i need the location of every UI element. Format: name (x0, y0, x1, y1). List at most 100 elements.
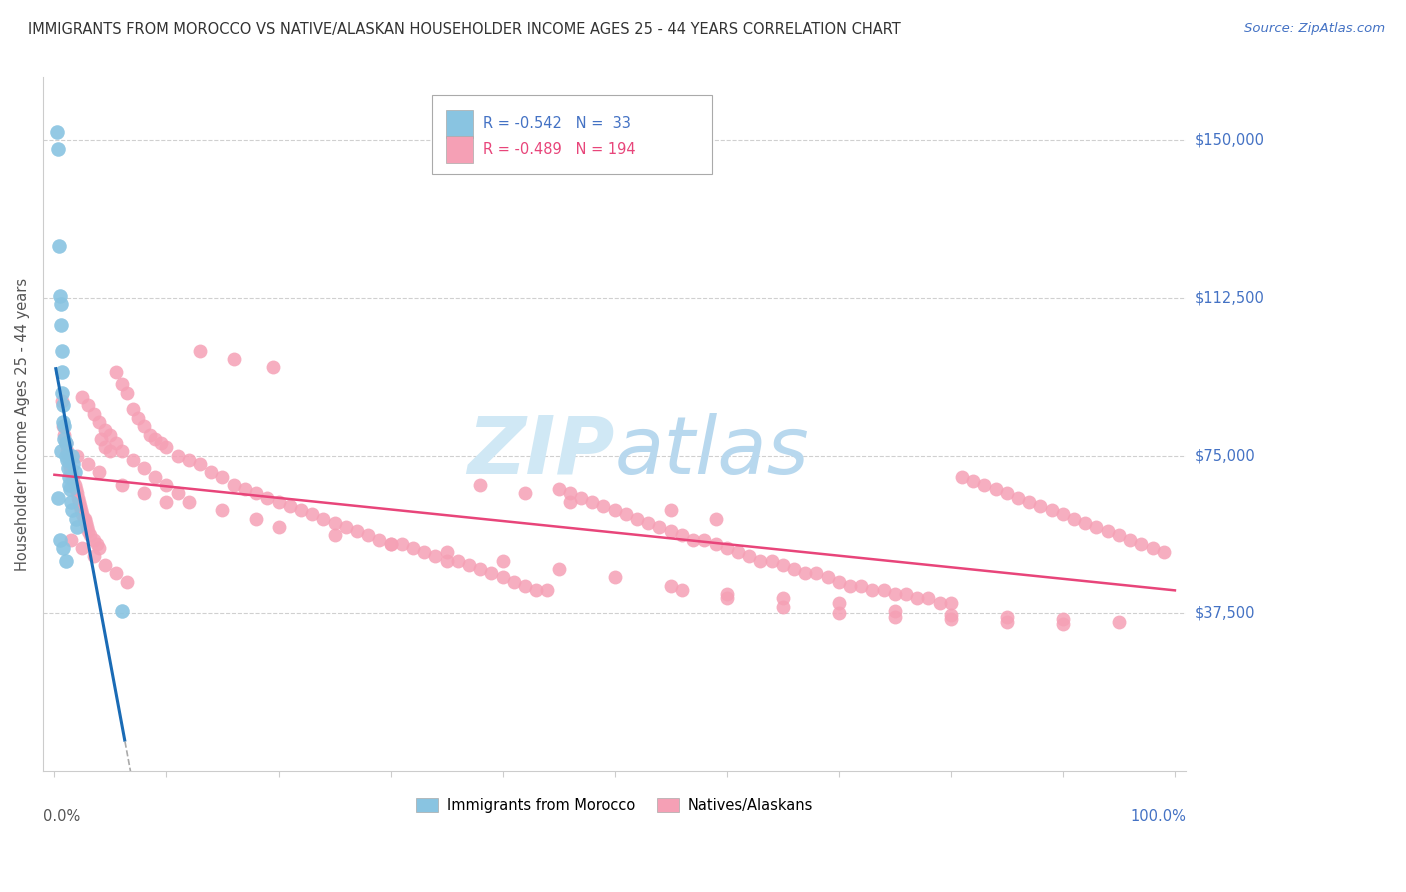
Point (115, 385, 138, 400)
Point (94, 440, 117, 454)
Point (222, 478, 245, 492)
Point (49, 297, 72, 311)
Point (132, 419, 155, 434)
Point (513, 486, 536, 500)
Point (1018, 495, 1040, 509)
Point (380, 537, 402, 551)
Point (143, 432, 166, 446)
Point (738, 549, 761, 564)
Point (55, 449, 77, 463)
Point (659, 503, 682, 517)
Point (89, 415, 111, 429)
Point (211, 503, 233, 517)
Point (1052, 508, 1074, 522)
Point (155, 478, 177, 492)
Point (391, 537, 413, 551)
Point (86, 537, 108, 551)
Point (761, 554, 783, 568)
Point (267, 520, 290, 534)
Point (1007, 491, 1029, 505)
Point (51, 343, 73, 358)
Point (323, 528, 346, 542)
Point (177, 452, 200, 467)
Point (481, 566, 503, 581)
Text: $75,000: $75,000 (1195, 448, 1256, 463)
Point (626, 511, 648, 525)
Point (1142, 541, 1164, 555)
Point (447, 554, 470, 568)
Point (46, 142, 69, 156)
Point (569, 491, 592, 505)
Point (1040, 503, 1063, 517)
Text: IMMIGRANTS FROM MOROCCO VS NATIVE/ALASKAN HOUSEHOLDER INCOME AGES 25 - 44 YEARS : IMMIGRANTS FROM MOROCCO VS NATIVE/ALASKA… (28, 22, 901, 37)
Point (70, 503, 93, 517)
Point (59, 482, 82, 496)
Point (917, 591, 939, 606)
Point (659, 524, 682, 539)
Point (772, 558, 794, 572)
Point (132, 461, 155, 475)
Point (413, 545, 436, 559)
Point (121, 402, 143, 417)
Point (603, 503, 626, 517)
Point (49, 318, 72, 333)
Point (177, 495, 200, 509)
Point (290, 503, 312, 517)
Point (323, 516, 346, 530)
Point (851, 579, 873, 593)
Point (69, 499, 91, 513)
Point (939, 596, 962, 610)
Point (155, 440, 177, 454)
Point (56, 449, 79, 463)
Point (402, 541, 425, 555)
Point (143, 469, 166, 483)
Point (614, 508, 637, 522)
Point (105, 566, 128, 581)
Point (749, 554, 772, 568)
Point (312, 511, 335, 525)
Point (76, 520, 98, 534)
Point (105, 436, 128, 450)
Point (458, 558, 481, 572)
Point (973, 478, 995, 492)
Point (828, 596, 851, 610)
Point (90, 432, 112, 446)
Point (66, 520, 89, 534)
Point (62, 457, 84, 471)
Point (648, 520, 671, 534)
Point (547, 482, 569, 496)
Point (94, 423, 117, 437)
Point (872, 582, 894, 597)
Point (1052, 616, 1074, 631)
Point (49, 444, 72, 458)
Point (63, 466, 86, 480)
Point (950, 469, 973, 483)
Point (89, 466, 111, 480)
Point (49, 289, 72, 303)
Point (817, 570, 839, 584)
Point (66, 449, 89, 463)
Point (995, 615, 1018, 629)
Point (335, 520, 357, 534)
Point (1052, 612, 1074, 626)
Point (245, 486, 267, 500)
Point (60, 503, 83, 517)
Point (60, 466, 83, 480)
Text: atlas: atlas (614, 413, 810, 491)
Point (51, 385, 73, 400)
Point (149, 436, 172, 450)
Point (1063, 511, 1085, 525)
Point (267, 495, 290, 509)
Point (83, 549, 105, 564)
Point (67, 495, 90, 509)
Point (53, 427, 76, 442)
Point (1097, 524, 1119, 539)
Point (233, 482, 256, 496)
Point (682, 533, 704, 547)
Point (55, 436, 77, 450)
Point (301, 508, 323, 522)
Point (60, 495, 83, 509)
Point (536, 582, 558, 597)
Point (53, 419, 76, 434)
Point (558, 495, 581, 509)
